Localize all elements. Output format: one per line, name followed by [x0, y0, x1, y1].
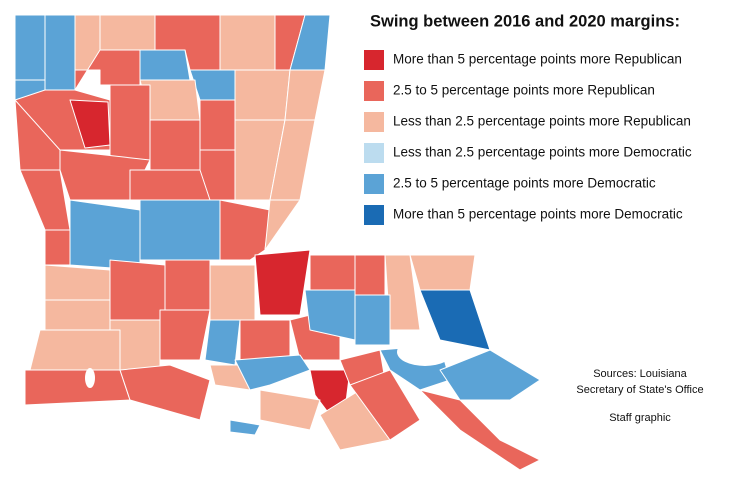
legend-label: 2.5 to 5 percentage points more Republic… [393, 83, 655, 98]
legend: More than 5 percentage points more Repub… [364, 50, 692, 225]
parish [44, 229, 71, 266]
parish [204, 319, 241, 366]
lake [85, 368, 95, 388]
source: Sources: Louisiana [593, 368, 687, 380]
parish-map [14, 14, 541, 471]
parish [139, 199, 221, 261]
parish [219, 199, 271, 261]
parish [44, 299, 111, 331]
legend-title: Swing between 2016 and 2020 margins: [370, 12, 680, 30]
parish [309, 254, 356, 291]
parish [219, 14, 276, 71]
legend-swatch [364, 143, 384, 163]
parish [409, 254, 476, 291]
legend-label: More than 5 percentage points more Democ… [393, 207, 683, 222]
parish [234, 354, 311, 391]
parish [284, 69, 326, 121]
legend-label: More than 5 percentage points more Repub… [393, 52, 682, 67]
lake [397, 338, 453, 366]
parish [419, 389, 541, 471]
source: Secretary of State's Office [576, 384, 703, 396]
parish [139, 49, 191, 81]
legend-label: 2.5 to 5 percentage points more Democrat… [393, 176, 656, 191]
parish [229, 419, 261, 436]
parish [149, 119, 201, 171]
parish [234, 69, 291, 121]
legend-swatch [364, 81, 384, 101]
parish [264, 199, 301, 251]
legend-label: Less than 2.5 percentage points more Rep… [393, 114, 691, 129]
credit: Staff graphic [609, 412, 671, 424]
legend-swatch [364, 205, 384, 225]
parish [44, 14, 76, 91]
parish [24, 369, 131, 406]
legend-swatch [364, 50, 384, 70]
parish [44, 264, 111, 301]
parish [209, 264, 256, 321]
legend-swatch [364, 112, 384, 132]
parish [439, 349, 541, 401]
parish [29, 329, 121, 371]
legend-label: Less than 2.5 percentage points more Dem… [393, 145, 692, 160]
parish [119, 364, 211, 421]
parish [164, 259, 211, 311]
parish [69, 199, 141, 271]
parish [14, 14, 46, 81]
parish [109, 84, 151, 161]
parish [159, 309, 211, 361]
parish [354, 254, 386, 296]
parish [354, 294, 391, 346]
parish [109, 259, 166, 321]
parish [199, 99, 236, 151]
legend-swatch [364, 174, 384, 194]
parish [99, 14, 156, 51]
parish [59, 149, 151, 201]
parish [259, 389, 321, 431]
parish [129, 169, 211, 201]
parish [254, 249, 311, 316]
parish [349, 369, 421, 441]
